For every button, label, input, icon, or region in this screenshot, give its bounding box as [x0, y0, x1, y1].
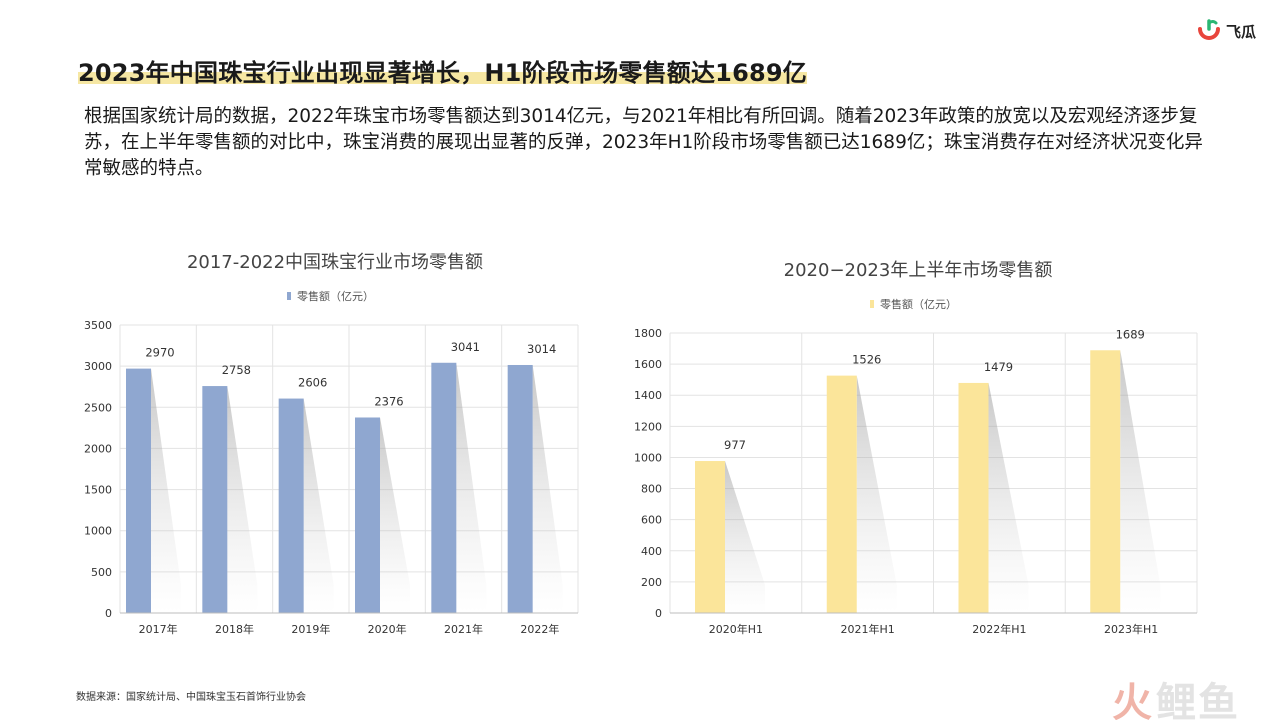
description-paragraph: 根据国家统计局的数据，2022年珠宝市场零售额达到3014亿元，与2021年相比… [84, 106, 1203, 179]
bar [695, 461, 725, 613]
y-tick-label: 400 [641, 545, 662, 558]
bar [826, 375, 857, 613]
data-label: 1479 [984, 360, 1013, 374]
y-tick-label: 0 [655, 607, 662, 620]
x-tick-label: 2020年 [368, 622, 407, 636]
data-label: 3014 [527, 342, 556, 356]
y-tick-label: 1200 [634, 420, 662, 433]
bar-shadow [532, 364, 563, 613]
bar-shadow [380, 417, 410, 613]
watermark-part1: 火 [1112, 680, 1154, 720]
data-label: 977 [724, 438, 746, 452]
data-label: 1689 [1116, 327, 1145, 341]
data-label: 2970 [145, 346, 174, 360]
legend-label: 零售额（亿元） [297, 289, 374, 303]
bar-shadow [988, 382, 1029, 613]
data-label: 2376 [374, 394, 403, 408]
legend-swatch [870, 300, 874, 308]
y-tick-label: 600 [641, 514, 662, 527]
x-tick-label: 2022年H1 [972, 622, 1026, 636]
data-label: 1526 [852, 353, 881, 367]
bar-shadow [1120, 350, 1161, 613]
y-tick-label: 3000 [84, 360, 112, 373]
page-title: 2023年中国珠宝行业出现显著增长，H1阶段市场零售额达1689亿 [78, 52, 807, 88]
bar [202, 386, 228, 613]
bar [1090, 350, 1121, 613]
page-title-text: 2023年中国珠宝行业出现显著增长，H1阶段市场零售额达1689亿 [78, 58, 807, 87]
x-tick-label: 2021年 [444, 622, 483, 636]
y-tick-label: 200 [641, 576, 662, 589]
bar-shadow [227, 386, 258, 613]
bar-shadow [856, 375, 897, 613]
legend-label: 零售额（亿元） [880, 297, 957, 311]
y-tick-label: 1400 [634, 389, 662, 402]
y-tick-label: 0 [105, 607, 112, 620]
watermark: 火 鲤鱼 [1112, 670, 1240, 720]
data-source-note: 数据来源：国家统计局、中国珠宝玉石首饰行业协会 [76, 692, 306, 703]
x-tick-label: 2020年H1 [709, 622, 763, 636]
brand-logo: 飞瓜 [1196, 18, 1256, 44]
y-tick-label: 3500 [84, 319, 112, 332]
bar-shadow [456, 362, 487, 613]
data-label: 2606 [298, 376, 327, 390]
bar-shadow [725, 461, 765, 613]
x-tick-label: 2018年 [215, 622, 254, 636]
bar-shadow [151, 368, 181, 613]
chart-title: 2017-2022中国珠宝行业市场零售额 [187, 252, 483, 273]
y-tick-label: 1500 [84, 484, 112, 497]
bar [507, 364, 533, 613]
y-tick-label: 500 [91, 566, 112, 579]
x-tick-label: 2022年 [520, 622, 559, 636]
chart-title: 2020−2023年上半年市场零售额 [784, 260, 1053, 281]
x-tick-label: 2021年H1 [840, 622, 894, 636]
x-tick-label: 2019年 [291, 622, 330, 636]
y-tick-label: 2000 [84, 442, 112, 455]
y-tick-label: 1000 [634, 451, 662, 464]
x-tick-label: 2023年H1 [1104, 622, 1158, 636]
x-tick-label: 2017年 [139, 622, 178, 636]
bar [126, 368, 151, 613]
y-tick-label: 800 [641, 483, 662, 496]
y-tick-label: 1000 [84, 525, 112, 538]
bar [958, 382, 989, 613]
data-label: 3041 [451, 340, 480, 354]
data-label: 2758 [222, 363, 251, 377]
bar [355, 417, 380, 613]
bar-shadow [303, 398, 334, 613]
feigua-logo-icon [1198, 19, 1220, 40]
watermark-part2: 鲤鱼 [1156, 680, 1240, 720]
y-tick-label: 1800 [634, 327, 662, 340]
y-tick-label: 1600 [634, 358, 662, 371]
bar [278, 398, 304, 613]
bar [431, 362, 457, 613]
legend-swatch [287, 292, 291, 300]
logo-text: 飞瓜 [1226, 22, 1257, 41]
title-highlight [78, 72, 807, 84]
y-tick-label: 2500 [84, 401, 112, 414]
